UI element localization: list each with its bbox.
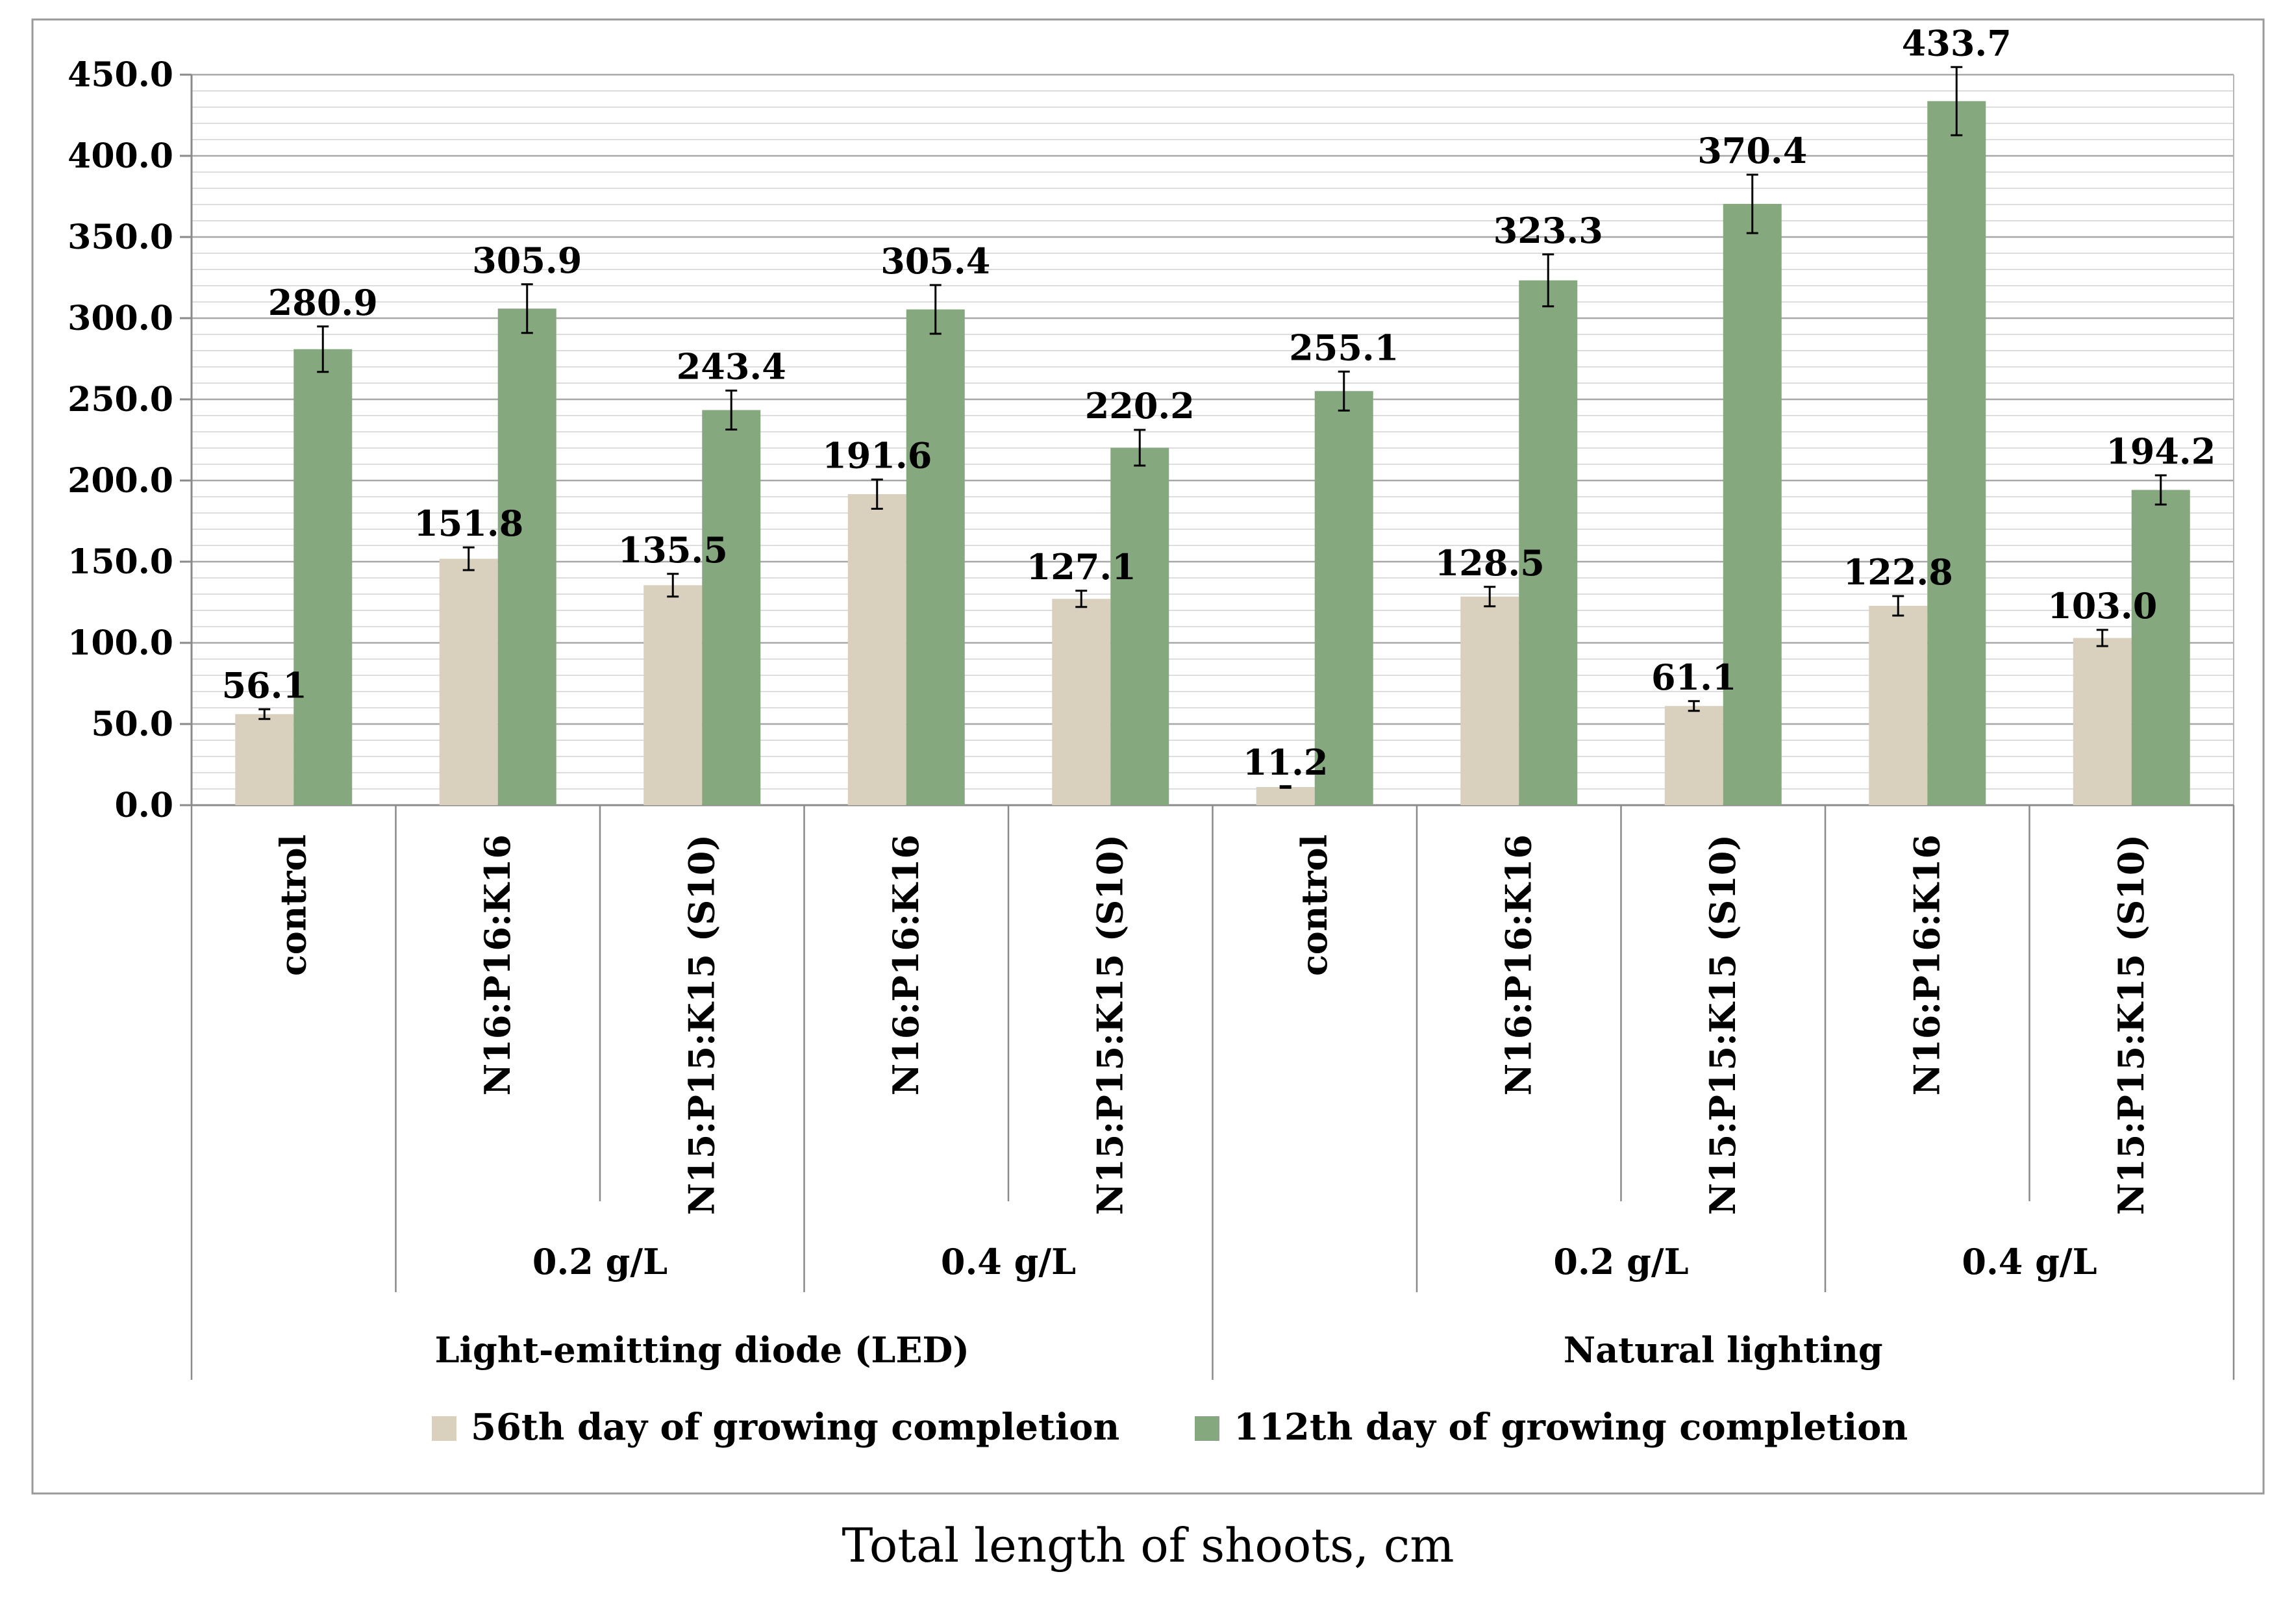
y-tick-label: 0.0 bbox=[115, 786, 173, 825]
data-label: 280.9 bbox=[268, 282, 378, 323]
data-label: 61.1 bbox=[1651, 656, 1737, 698]
y-tick-label: 450.0 bbox=[68, 55, 173, 95]
lighting-group-label: Light-emitting diode (LED) bbox=[435, 1329, 969, 1371]
category-label: N15:P15:K15 (S10) bbox=[680, 834, 722, 1215]
bars bbox=[235, 101, 2190, 805]
category-label: N16:P16:K16 bbox=[1497, 834, 1539, 1095]
bar bbox=[1723, 204, 1782, 805]
bar bbox=[847, 494, 906, 805]
data-label: 56.1 bbox=[221, 664, 307, 706]
data-label: 433.7 bbox=[1902, 22, 2012, 64]
chart-caption: Total length of shoots, cm bbox=[842, 1518, 1454, 1573]
legend-label: 56th day of growing completion bbox=[471, 1406, 1119, 1449]
bar bbox=[1052, 599, 1111, 805]
category-label: N16:P16:K16 bbox=[1906, 834, 1947, 1095]
data-label: 255.1 bbox=[1289, 327, 1399, 368]
category-label: N16:P16:K16 bbox=[885, 834, 927, 1095]
bar bbox=[702, 410, 761, 805]
error-bars bbox=[258, 66, 2167, 789]
bar bbox=[1869, 606, 1928, 805]
bar bbox=[2131, 490, 2190, 805]
y-tick-label: 200.0 bbox=[68, 461, 173, 501]
bar bbox=[2073, 638, 2132, 805]
legend-swatch bbox=[1195, 1416, 1219, 1441]
data-label: 194.2 bbox=[2106, 431, 2215, 472]
concentration-group-label: 0.2 g/L bbox=[1553, 1241, 1688, 1282]
bar bbox=[1519, 280, 1578, 805]
bar bbox=[1460, 596, 1519, 805]
data-label: 11.2 bbox=[1243, 742, 1329, 783]
concentration-group-label: 0.4 g/L bbox=[941, 1241, 1076, 1282]
y-tick-label: 300.0 bbox=[68, 299, 173, 338]
legend-label: 112th day of growing completion bbox=[1234, 1406, 1908, 1449]
concentration-group-label: 0.2 g/L bbox=[532, 1241, 668, 1282]
data-label: 122.8 bbox=[1843, 551, 1953, 593]
category-label: control bbox=[272, 834, 314, 976]
bar bbox=[1110, 447, 1169, 805]
bar bbox=[235, 714, 294, 805]
bar bbox=[643, 585, 703, 805]
category-label: N15:P15:K15 (S10) bbox=[1089, 834, 1130, 1215]
concentration-group-label: 0.4 g/L bbox=[1962, 1241, 2097, 1282]
legend: 56th day of growing completion 112th day … bbox=[432, 1406, 1908, 1449]
bar bbox=[1927, 101, 1986, 805]
data-label: 103.0 bbox=[2047, 585, 2157, 627]
data-label: 127.1 bbox=[1027, 546, 1136, 588]
legend-swatch bbox=[432, 1416, 456, 1441]
data-labels: 56.1 280.9 151.8 305.9 135.5 243.4 191.6 305.4 1… bbox=[221, 22, 2215, 783]
bar bbox=[439, 558, 498, 805]
bar bbox=[1664, 706, 1723, 805]
lighting-group-label: Natural lighting bbox=[1564, 1329, 1883, 1371]
data-label: 151.8 bbox=[414, 503, 523, 544]
data-label: 128.5 bbox=[1435, 542, 1545, 584]
category-label: N16:P16:K16 bbox=[477, 834, 518, 1095]
bar bbox=[1314, 391, 1373, 805]
bar bbox=[497, 308, 556, 805]
data-label: 135.5 bbox=[618, 529, 728, 571]
bar bbox=[293, 349, 353, 805]
y-tick-label: 250.0 bbox=[68, 380, 173, 419]
data-label: 243.4 bbox=[677, 346, 786, 388]
data-label: 191.6 bbox=[822, 435, 932, 477]
category-axis: Light-emitting diode (LED) Natural lighti… bbox=[190, 805, 2235, 1380]
bar bbox=[906, 309, 965, 805]
y-tick-label: 50.0 bbox=[91, 705, 173, 744]
category-label: N15:P15:K15 (S10) bbox=[2110, 834, 2152, 1215]
data-label: 323.3 bbox=[1493, 210, 1603, 251]
y-tick-label: 150.0 bbox=[68, 542, 173, 582]
data-label: 220.2 bbox=[1085, 385, 1195, 427]
data-label: 305.9 bbox=[472, 240, 582, 281]
y-tick-label: 350.0 bbox=[68, 218, 173, 257]
y-tick-label: 400.0 bbox=[68, 136, 173, 176]
data-label: 305.4 bbox=[880, 240, 990, 282]
y-tick-label: 100.0 bbox=[68, 623, 173, 663]
data-label: 370.4 bbox=[1697, 130, 1807, 171]
category-label: control bbox=[1293, 834, 1335, 976]
category-label: N15:P15:K15 (S10) bbox=[1702, 834, 1743, 1215]
bar bbox=[1256, 787, 1315, 805]
